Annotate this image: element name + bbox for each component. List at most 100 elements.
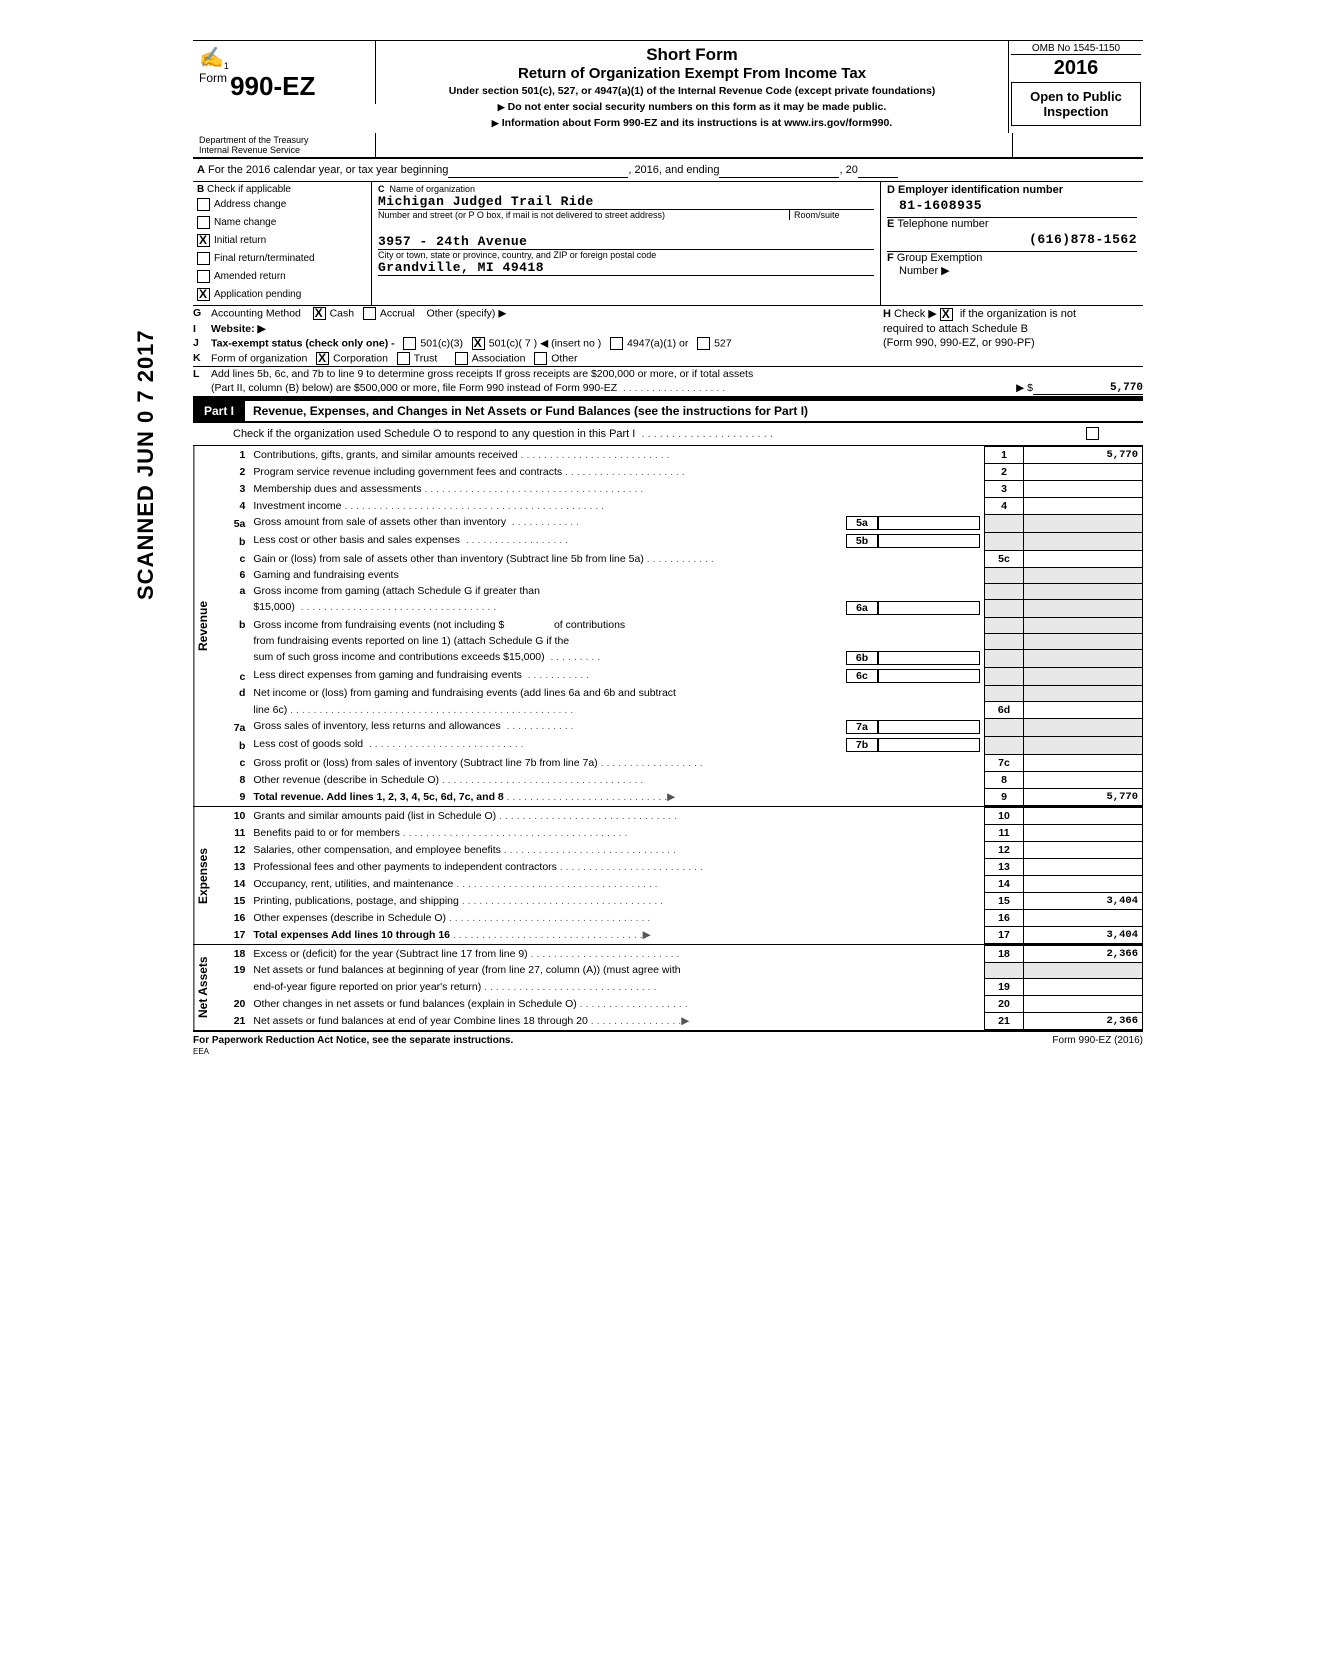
chk-schedo[interactable] bbox=[1086, 427, 1099, 440]
row-l2: (Part II, column (B) below) are $500,000… bbox=[193, 381, 1143, 398]
l19-n: 19 bbox=[985, 978, 1024, 995]
footer: For Paperwork Reduction Act Notice, see … bbox=[193, 1030, 1143, 1057]
chk-527[interactable] bbox=[697, 337, 710, 350]
line-a: A For the 2016 calendar year, or tax yea… bbox=[193, 158, 1143, 182]
l9-t: Total revenue. Add lines 1, 2, 3, 4, 5c,… bbox=[253, 791, 503, 803]
l10-t: Grants and similar amounts paid (list in… bbox=[253, 810, 496, 822]
l7b-t: Less cost of goods sold bbox=[253, 738, 363, 752]
l17-t: Total expenses Add lines 10 through 16 bbox=[253, 929, 450, 941]
form-number: 990-EZ bbox=[230, 71, 315, 101]
org-address: 3957 - 24th Avenue bbox=[378, 234, 874, 250]
l12-n: 12 bbox=[985, 841, 1024, 858]
l2-t: Program service revenue including govern… bbox=[253, 466, 562, 478]
chk-corp[interactable] bbox=[316, 352, 329, 365]
chk-cash[interactable] bbox=[313, 307, 326, 320]
chk-initial-return[interactable] bbox=[197, 234, 210, 247]
chk-final-return[interactable] bbox=[197, 252, 210, 265]
l6c-n: 6c bbox=[846, 669, 878, 683]
l6b-t3: from fundraising events reported on line… bbox=[249, 633, 984, 649]
l18-t: Excess or (deficit) for the year (Subtra… bbox=[253, 948, 527, 960]
l5c-t: Gain or (loss) from sale of assets other… bbox=[253, 553, 643, 565]
schedo-text: Check if the organization used Schedule … bbox=[233, 428, 635, 440]
l8-t: Other revenue (describe in Schedule O) bbox=[253, 774, 439, 786]
chk-amended[interactable] bbox=[197, 270, 210, 283]
chk-app-pending[interactable] bbox=[197, 288, 210, 301]
l5b-t: Less cost or other basis and sales expen… bbox=[253, 534, 460, 548]
l6-t: Gaming and fundraising events bbox=[249, 567, 984, 583]
dept-text: Department of the Treasury bbox=[199, 135, 369, 145]
c-name-label: Name of organization bbox=[390, 184, 476, 194]
h-text3: (Form 990, 990-EZ, or 990-PF) bbox=[883, 337, 1143, 349]
footer-right: Form 990-EZ (2016) bbox=[1052, 1035, 1143, 1057]
scanned-stamp: SCANNED JUN 0 7 2017 bbox=[133, 329, 159, 600]
col-def: D Employer identification number 81-1608… bbox=[881, 182, 1143, 305]
chk-4947[interactable] bbox=[610, 337, 623, 350]
l19-a bbox=[1024, 978, 1143, 995]
l14-a bbox=[1024, 875, 1143, 892]
l3-t: Membership dues and assessments bbox=[253, 483, 421, 495]
l20-t: Other changes in net assets or fund bala… bbox=[253, 998, 576, 1010]
chk-other-org[interactable] bbox=[534, 352, 547, 365]
l18-n: 18 bbox=[985, 945, 1024, 962]
l5a-t: Gross amount from sale of assets other t… bbox=[253, 516, 506, 530]
lbl-assoc: Association bbox=[472, 352, 526, 364]
lbl-app-pending: Application pending bbox=[214, 289, 301, 300]
chk-name-change[interactable] bbox=[197, 216, 210, 229]
form-number-box: ✍1 Form 990-EZ bbox=[193, 41, 376, 104]
lbl-trust: Trust bbox=[414, 352, 438, 364]
l16-n: 16 bbox=[985, 909, 1024, 926]
l9-a: 5,770 bbox=[1024, 788, 1143, 805]
chk-accrual[interactable] bbox=[363, 307, 376, 320]
chk-h[interactable] bbox=[940, 308, 953, 321]
netassets-block: Net Assets 18 Excess or (deficit) for the… bbox=[193, 944, 1143, 1030]
chk-501c7[interactable] bbox=[472, 337, 485, 350]
title-under: Under section 501(c), 527, or 4947(a)(1)… bbox=[386, 85, 998, 97]
l6b-t4: sum of such gross income and contributio… bbox=[253, 651, 544, 665]
l6b-t: Gross income from fundraising events (no… bbox=[253, 619, 504, 631]
lbl-address-change: Address change bbox=[214, 199, 286, 210]
chk-address-change[interactable] bbox=[197, 198, 210, 211]
footer-left: For Paperwork Reduction Act Notice, see … bbox=[193, 1035, 513, 1046]
row-g: G Accounting Method Cash Accrual Other (… bbox=[193, 306, 1143, 322]
l5b-n: 5b bbox=[846, 534, 878, 548]
l7a-t: Gross sales of inventory, less returns a… bbox=[253, 720, 500, 734]
tax-year: 2016 bbox=[1011, 54, 1141, 80]
l21-n: 21 bbox=[985, 1012, 1024, 1029]
lbl-cash: Cash bbox=[330, 307, 355, 319]
l14-n: 14 bbox=[985, 875, 1024, 892]
lbl-final-return: Final return/terminated bbox=[214, 253, 315, 264]
part-i-schedo: Check if the organization used Schedule … bbox=[193, 423, 1143, 446]
l14-t: Occupancy, rent, utilities, and maintena… bbox=[253, 878, 453, 890]
expenses-block: Expenses 10Grants and similar amounts pa… bbox=[193, 806, 1143, 944]
vlabel-netassets: Net Assets bbox=[193, 945, 219, 1030]
l6a-t2: $15,000) bbox=[253, 601, 294, 615]
h-text2: required to attach Schedule B bbox=[883, 323, 1143, 335]
l12-t: Salaries, other compensation, and employ… bbox=[253, 844, 500, 856]
f-label2: Number ▶ bbox=[887, 264, 1137, 277]
l2-a bbox=[1024, 463, 1143, 480]
i-label: Website: ▶ bbox=[211, 323, 266, 335]
l10-n: 10 bbox=[985, 807, 1024, 824]
revenue-table: 1Contributions, gifts, grants, and simil… bbox=[219, 446, 1143, 806]
l7b-n: 7b bbox=[846, 738, 878, 752]
chk-trust[interactable] bbox=[397, 352, 410, 365]
l1-t: Contributions, gifts, grants, and simila… bbox=[253, 449, 517, 461]
l20-a bbox=[1024, 995, 1143, 1012]
open-public: Open to Public Inspection bbox=[1011, 82, 1141, 126]
info-note: Information about Form 990-EZ and its in… bbox=[386, 117, 998, 129]
l4-n: 4 bbox=[985, 497, 1024, 514]
l13-n: 13 bbox=[985, 858, 1024, 875]
chk-501c3[interactable] bbox=[403, 337, 416, 350]
l-text1: Add lines 5b, 6c, and 7b to line 9 to de… bbox=[211, 368, 1143, 380]
chk-assoc[interactable] bbox=[455, 352, 468, 365]
l13-t: Professional fees and other payments to … bbox=[253, 861, 557, 873]
lbl-name-change: Name change bbox=[214, 217, 276, 228]
ein-value: 81-1608935 bbox=[887, 196, 1137, 218]
row-i: I Website: ▶ required to attach Schedule… bbox=[193, 322, 1143, 336]
h-label: Check ▶ bbox=[894, 308, 937, 320]
l11-n: 11 bbox=[985, 824, 1024, 841]
l13-a bbox=[1024, 858, 1143, 875]
l6b-t2: of contributions bbox=[554, 619, 625, 631]
row-l: L Add lines 5b, 6c, and 7b to line 9 to … bbox=[193, 367, 1143, 381]
org-name: Michigan Judged Trail Ride bbox=[378, 194, 874, 210]
